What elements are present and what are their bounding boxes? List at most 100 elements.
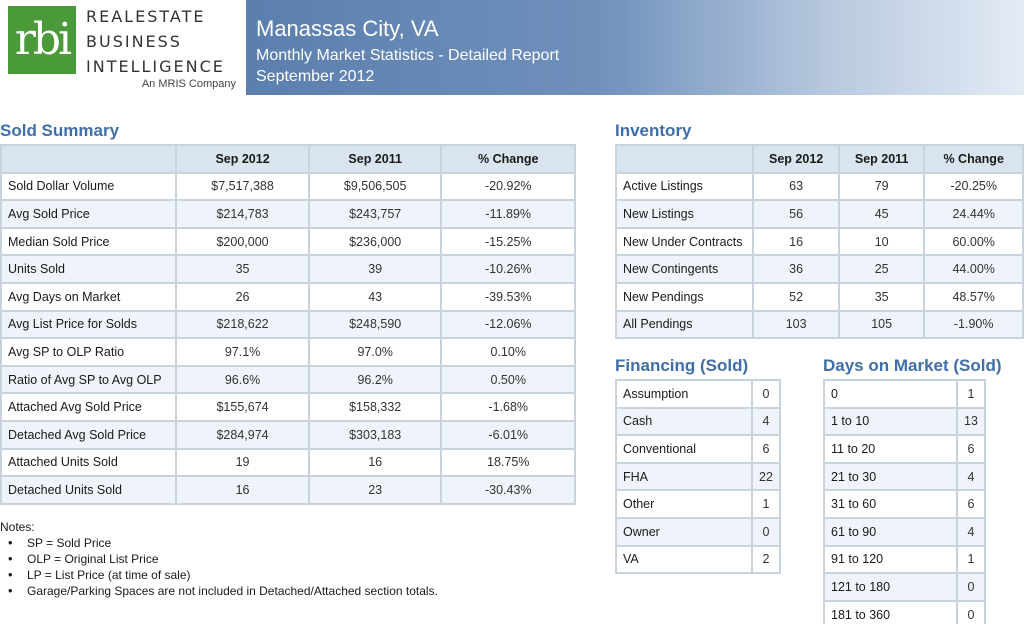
row-label: Other bbox=[615, 489, 753, 519]
note-item: Garage/Parking Spaces are not included i… bbox=[8, 583, 438, 599]
row-label: 0 bbox=[823, 379, 958, 409]
report-period: September 2012 bbox=[256, 68, 375, 85]
report-title: Manassas City, VA bbox=[256, 16, 439, 41]
cell-value: 6 bbox=[751, 434, 781, 464]
table-row: Sold Dollar Volume $7,517,388 $9,506,505 -2… bbox=[0, 171, 576, 202]
row-label: 61 to 90 bbox=[823, 516, 958, 547]
row-label: Ratio of Avg SP to Avg OLP bbox=[0, 364, 178, 395]
row-label: 121 to 180 bbox=[823, 572, 958, 602]
column-header: Sep 2012 bbox=[752, 144, 840, 174]
row-label: Attached Units Sold bbox=[0, 447, 178, 478]
cell-value: 0 bbox=[956, 572, 986, 602]
cell-value: 105 bbox=[837, 309, 926, 340]
cell-value: 0 bbox=[956, 599, 986, 624]
column-header: % Change bbox=[440, 144, 576, 174]
cell-value: 16 bbox=[752, 226, 840, 257]
cell-value: -15.25% bbox=[440, 226, 576, 257]
table-row: Units Sold 35 39 -10.26% bbox=[0, 254, 576, 284]
row-label: All Pendings bbox=[614, 309, 755, 340]
cell-value: $200,000 bbox=[175, 226, 310, 257]
cell-value: 0 bbox=[751, 516, 781, 547]
cell-value: $248,590 bbox=[307, 309, 443, 340]
note-item: OLP = Original List Price bbox=[8, 551, 438, 567]
cell-value: 6 bbox=[956, 489, 986, 519]
table-row: New Contingents 36 25 44.00% bbox=[614, 254, 1024, 284]
table-row: Assumption 0 bbox=[615, 379, 781, 409]
cell-value: 4 bbox=[751, 406, 781, 437]
cell-value: -12.06% bbox=[440, 309, 576, 340]
table-row: 31 to 60 6 bbox=[823, 489, 986, 519]
financing-table: Assumption 0 Cash 4 Conventional 6 FHA 22 Other 1… bbox=[615, 379, 781, 575]
logo-subtitle: An MRIS Company bbox=[141, 78, 236, 90]
note-item: SP = Sold Price bbox=[8, 535, 438, 551]
cell-value: 96.6% bbox=[175, 364, 310, 395]
column-header: Sep 2012 bbox=[175, 144, 310, 174]
column-header: Sep 2011 bbox=[307, 144, 443, 174]
table-row: Owner 0 bbox=[615, 516, 781, 547]
cell-value: -1.68% bbox=[440, 392, 576, 422]
table-row: Avg Sold Price $214,783 $243,757 -11.89% bbox=[0, 199, 576, 229]
row-label: Avg List Price for Solds bbox=[0, 309, 178, 340]
table-row: New Listings 56 45 24.44% bbox=[614, 199, 1024, 229]
column-header bbox=[614, 144, 755, 174]
row-label: Cash bbox=[615, 406, 753, 437]
cell-value: 56 bbox=[752, 199, 840, 229]
days-on-market-title: Days on Market (Sold) bbox=[823, 356, 1002, 375]
cell-value: 10 bbox=[837, 226, 926, 257]
cell-value: -6.01% bbox=[440, 419, 576, 450]
table-row: Detached Avg Sold Price $284,974 $303,183-… bbox=[0, 419, 576, 450]
row-label: 91 to 120 bbox=[823, 544, 958, 575]
table-row: Median Sold Price $200,000 $236,000 -15.25% bbox=[0, 226, 576, 257]
table-row: Active Listings 63 79 -20.25% bbox=[614, 171, 1024, 202]
column-header: Sep 2011 bbox=[837, 144, 926, 174]
cell-value: 35 bbox=[175, 254, 310, 284]
row-label: 31 to 60 bbox=[823, 489, 958, 519]
cell-value: 79 bbox=[837, 171, 926, 202]
cell-value: 23 bbox=[307, 475, 443, 505]
table-row: 61 to 90 4 bbox=[823, 516, 986, 547]
cell-value: 103 bbox=[752, 309, 840, 340]
table-row: New Under Contracts 16 10 60.00% bbox=[614, 226, 1024, 257]
table-row: Attached Avg Sold Price $155,674 $158,332-… bbox=[0, 392, 576, 422]
cell-value: 0.10% bbox=[440, 337, 576, 367]
row-label: Units Sold bbox=[0, 254, 178, 284]
row-label: FHA bbox=[615, 461, 753, 492]
table-row: 11 to 20 6 bbox=[823, 434, 986, 464]
logo-mark: rbi bbox=[8, 6, 76, 74]
cell-value: 24.44% bbox=[923, 199, 1024, 229]
cell-value: $218,622 bbox=[175, 309, 310, 340]
notes-heading: Notes: bbox=[0, 520, 35, 534]
column-header bbox=[0, 144, 178, 174]
cell-value: $284,974 bbox=[175, 419, 310, 450]
row-label: Active Listings bbox=[614, 171, 755, 202]
cell-value: 0.50% bbox=[440, 364, 576, 395]
cell-value: -20.25% bbox=[923, 171, 1024, 202]
table-row: Cash 4 bbox=[615, 406, 781, 437]
cell-value: 22 bbox=[751, 461, 781, 492]
logo-line: REALESTATE bbox=[86, 7, 206, 26]
cell-value: 2 bbox=[751, 544, 781, 575]
cell-value: $243,757 bbox=[307, 199, 443, 229]
cell-value: $303,183 bbox=[307, 419, 443, 450]
cell-value: 1 bbox=[956, 379, 986, 409]
cell-value: 48.57% bbox=[923, 281, 1024, 312]
table-row: 1 to 10 13 bbox=[823, 406, 986, 437]
logo-line: BUSINESS bbox=[86, 32, 182, 51]
company-logo: rbi REALESTATE BUSINESS INTELLIGENCE An … bbox=[8, 4, 240, 94]
row-label: New Pendings bbox=[614, 281, 755, 312]
cell-value: 1 bbox=[956, 544, 986, 575]
table-row: 91 to 120 1 bbox=[823, 544, 986, 575]
cell-value: 36 bbox=[752, 254, 840, 284]
table-row: Ratio of Avg SP to Avg OLP 96.6% 96.2% 0.50… bbox=[0, 364, 576, 395]
row-label: Assumption bbox=[615, 379, 753, 409]
cell-value: $9,506,505 bbox=[307, 171, 443, 202]
cell-value: 44.00% bbox=[923, 254, 1024, 284]
table-row: New Pendings 52 35 48.57% bbox=[614, 281, 1024, 312]
sold-summary-title: Sold Summary bbox=[0, 121, 120, 140]
cell-value: 97.0% bbox=[307, 337, 443, 367]
cell-value: 26 bbox=[175, 281, 310, 312]
table-row: 181 to 360 0 bbox=[823, 599, 986, 624]
row-label: Avg SP to OLP Ratio bbox=[0, 337, 178, 367]
column-header: % Change bbox=[923, 144, 1024, 174]
table-row: Other 1 bbox=[615, 489, 781, 519]
